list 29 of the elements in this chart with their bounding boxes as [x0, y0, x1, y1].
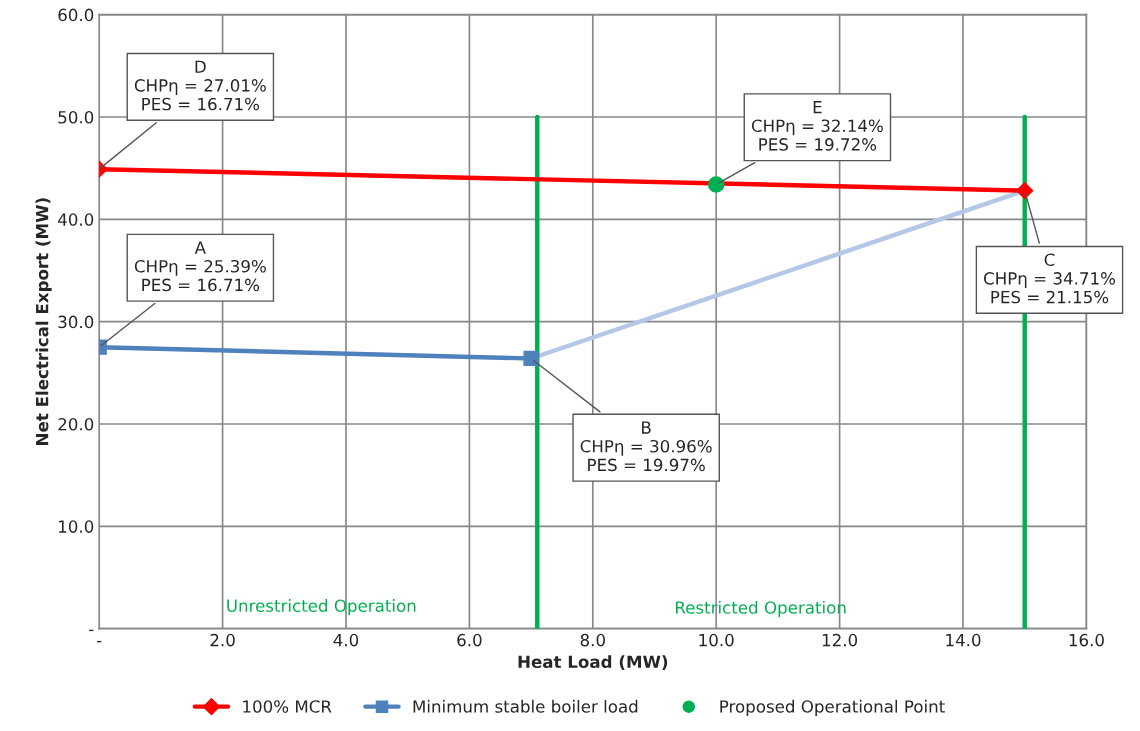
- x-tick-label: 2.0: [210, 633, 235, 647]
- point: [707, 176, 725, 193]
- y-tick-label: 50.0: [58, 110, 94, 124]
- y-tick-label: 10.0: [59, 520, 94, 533]
- annotation: Restricted Operation: [675, 600, 846, 618]
- x-tick-label: 10.0: [699, 633, 734, 647]
- annotation: Unrestricted Operation: [227, 599, 416, 616]
- annotation: E CHPη = 32.14% PES = 19.72%: [751, 101, 883, 151]
- x-tick-label: 12.0: [822, 633, 858, 647]
- legend-label: Minimum stable boiler load: [413, 699, 638, 713]
- y-tick-label: 40.0: [58, 213, 94, 226]
- x-tick-label: 16.0: [1069, 633, 1104, 647]
- x-axis-title: Heat Load (MW): [518, 655, 668, 671]
- y-tick-label: -: [89, 629, 94, 632]
- annotation: B CHPη = 30.96% PES = 19.97%: [580, 421, 712, 472]
- annotation: A CHPη = 25.39% PES = 16.71%: [134, 241, 266, 292]
- y-tick-label: 20.0: [58, 417, 94, 431]
- y-axis-title: Net Electrical Export (MW): [35, 198, 52, 445]
- legend-label: 100% MCR: [243, 700, 332, 713]
- y-tick-label: 30.0: [58, 315, 94, 329]
- x-tick-label: 14.0: [946, 633, 981, 647]
- annotation: C CHPη = 34.71% PES = 21.15%: [983, 253, 1116, 304]
- annotation: D CHPη = 27.01% PES = 16.71%: [134, 60, 266, 111]
- x-tick-label: -: [96, 640, 102, 643]
- legend-label: Proposed Operational Point: [720, 699, 945, 716]
- x-tick-label: 8.0: [580, 633, 605, 647]
- y-tick-label: 60.0: [58, 8, 94, 22]
- x-tick-label: 6.0: [457, 633, 482, 647]
- x-tick-label: 4.0: [333, 633, 359, 647]
